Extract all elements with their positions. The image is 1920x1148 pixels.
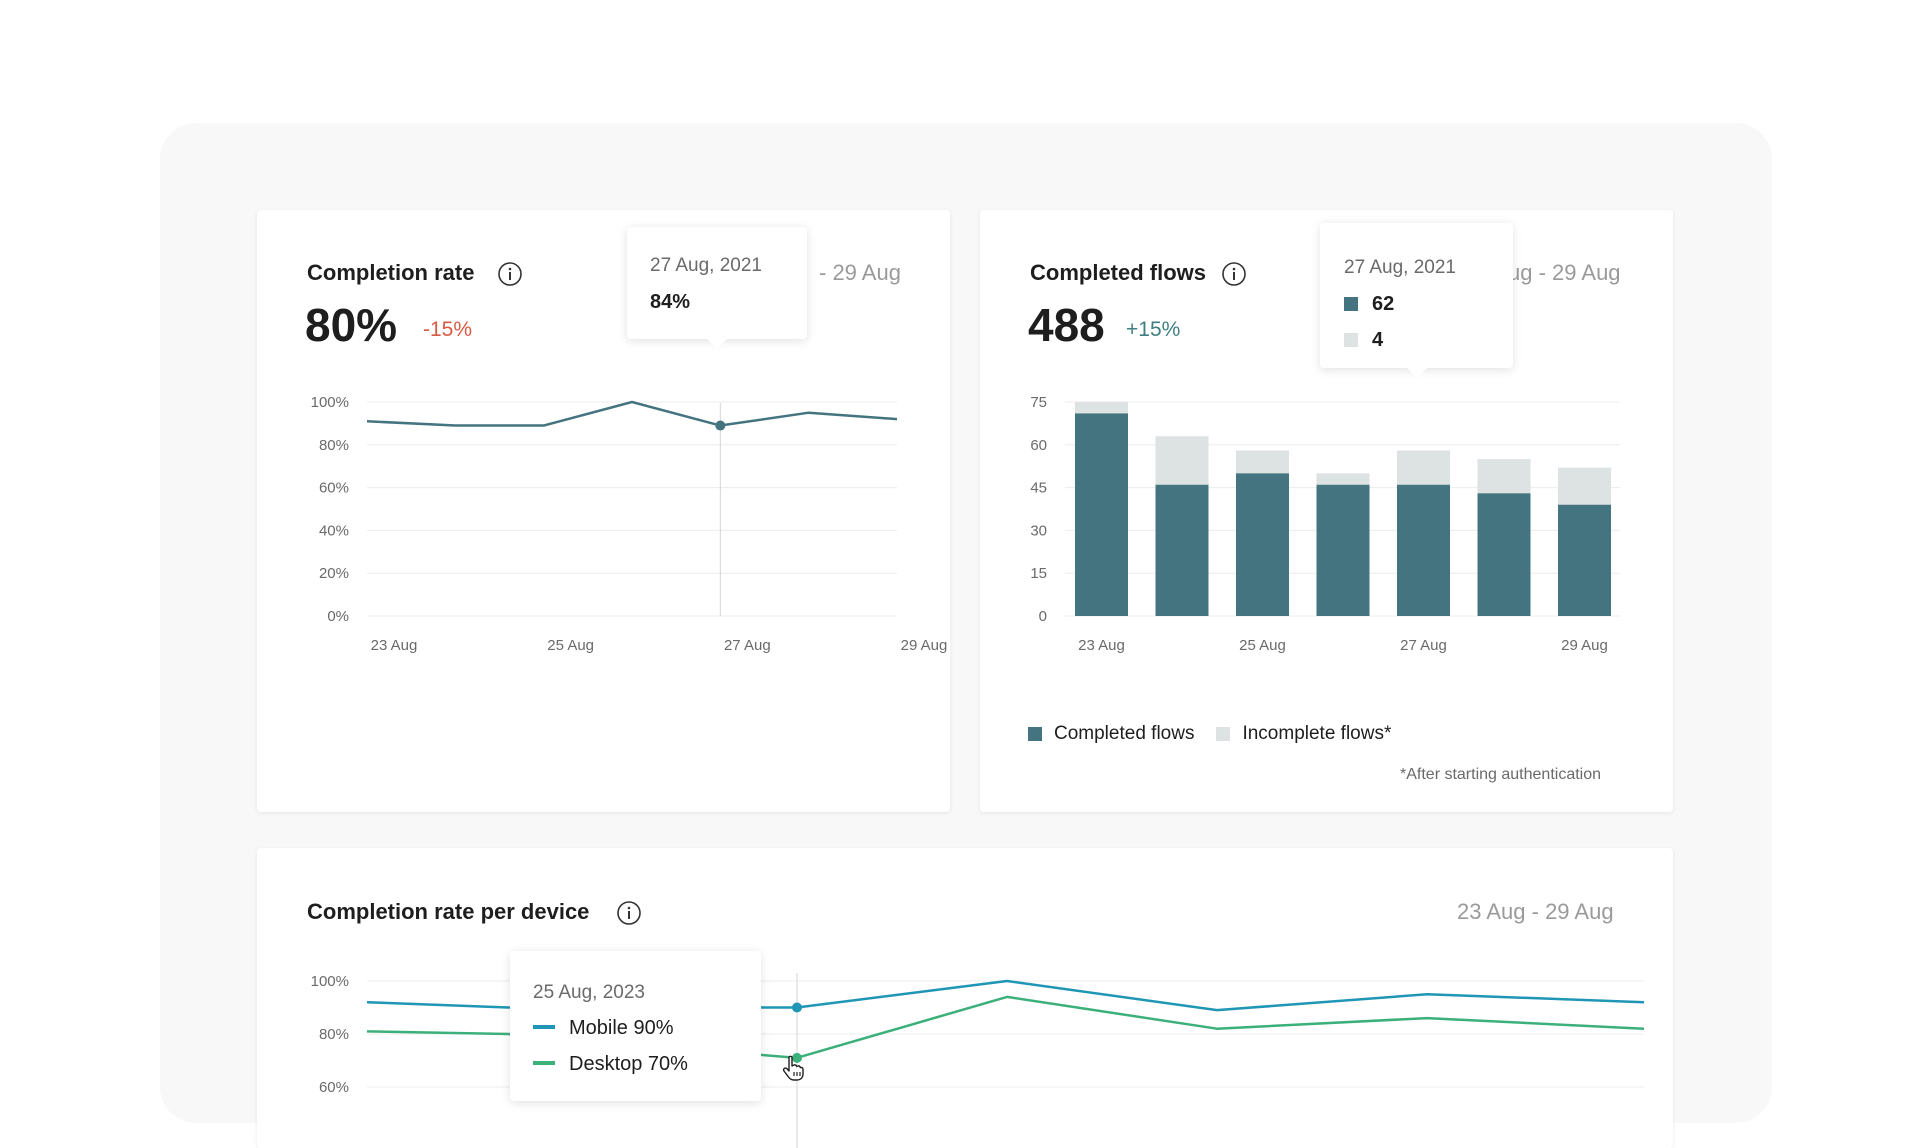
y-tick-label: 60 xyxy=(1030,437,1047,454)
y-tick-label: 30 xyxy=(1030,522,1047,539)
chart-tooltip: 27 Aug, 2021 62 4 xyxy=(1320,223,1513,378)
completion-rate-card: Completion rate 80% -15% - 29 Aug 100% 80… xyxy=(257,210,950,812)
x-tick-label: 25 Aug xyxy=(547,637,594,654)
y-tick-label: 80% xyxy=(319,1026,349,1043)
bar-completed xyxy=(1075,413,1128,616)
tooltip-mobile-value: Mobile 90% xyxy=(569,1017,674,1039)
info-icon[interactable] xyxy=(1221,261,1247,287)
y-tick-label: 60% xyxy=(319,480,349,497)
device-card: Completion rate per device 23 Aug - 29 A… xyxy=(257,848,1673,1148)
tooltip-date: 27 Aug, 2021 xyxy=(1344,257,1456,278)
tooltip-completed-value: 62 xyxy=(1372,293,1395,315)
x-tick-label: 27 Aug xyxy=(1400,637,1447,654)
data-point xyxy=(715,420,726,431)
y-tick-label: 45 xyxy=(1030,480,1047,497)
completed-flows-delta: +15% xyxy=(1126,318,1181,341)
tooltip-value: 84% xyxy=(650,291,691,313)
mobile-series-line xyxy=(366,979,1645,1012)
date-range[interactable]: 23 Aug - 29 Aug xyxy=(1457,899,1614,924)
bar-incomplete xyxy=(1316,473,1370,485)
tooltip-desktop-value: Desktop 70% xyxy=(569,1053,688,1075)
bar-incomplete xyxy=(1075,402,1128,414)
bar-incomplete xyxy=(1558,467,1611,505)
bar-completed xyxy=(1236,473,1289,616)
date-range[interactable]: - 29 Aug xyxy=(819,260,901,285)
bar-incomplete xyxy=(1236,450,1289,474)
y-tick-label: 80% xyxy=(319,437,349,454)
completed-flows-card: Completed flows 488 +15% ug - 29 Aug 75 6… xyxy=(980,210,1673,812)
bar-completed xyxy=(1155,484,1209,616)
tooltip-date: 25 Aug, 2023 xyxy=(533,982,645,1003)
x-tick-label: 27 Aug xyxy=(724,637,771,654)
completion-rate-delta: -15% xyxy=(423,318,473,341)
series-line xyxy=(366,400,898,427)
card-title: Completed flows xyxy=(1030,260,1207,285)
y-tick-label: 100% xyxy=(311,394,349,411)
legend-item-incomplete[interactable]: Incomplete flows* xyxy=(1216,723,1391,745)
x-tick-label: 29 Aug xyxy=(1561,637,1608,654)
legend-label: Incomplete flows* xyxy=(1242,723,1392,744)
bar-completed xyxy=(1316,484,1370,616)
mobile-data-point xyxy=(792,1002,802,1013)
tooltip-arrow xyxy=(707,339,727,349)
y-tick-label: 60% xyxy=(319,1079,349,1096)
chart-legend: Completed flows Incomplete flows* xyxy=(1028,723,1413,745)
info-icon[interactable] xyxy=(616,900,642,926)
device-chart: 100% 80% 60% xyxy=(311,973,1645,1148)
info-icon[interactable] xyxy=(497,261,523,287)
date-range[interactable]: ug - 29 Aug xyxy=(1508,260,1621,285)
incomplete-swatch xyxy=(1344,333,1358,347)
desktop-swatch xyxy=(533,1061,555,1065)
x-tick-label: 29 Aug xyxy=(901,637,948,654)
legend-item-completed[interactable]: Completed flows xyxy=(1028,723,1194,745)
desktop-series-line xyxy=(366,995,1645,1060)
bar-incomplete xyxy=(1477,459,1531,494)
mobile-swatch xyxy=(533,1025,555,1029)
hand-cursor-icon xyxy=(782,1055,804,1081)
legend-swatch xyxy=(1028,727,1042,741)
legend-swatch xyxy=(1216,727,1231,741)
completed-flows-chart: 75 60 45 30 15 0 23 Aug 25 Aug 27 Aug 29 Aug xyxy=(1030,394,1620,654)
bar-completed xyxy=(1477,493,1531,616)
x-tick-label: 23 Aug xyxy=(371,637,418,654)
y-tick-label: 100% xyxy=(311,973,349,990)
bar-incomplete xyxy=(1397,450,1450,485)
footnote: *After starting authentication xyxy=(1400,766,1602,783)
y-tick-label: 75 xyxy=(1030,394,1047,411)
tooltip-date: 27 Aug, 2021 xyxy=(650,255,762,276)
card-title: Completion rate per device xyxy=(307,899,590,924)
tooltip-incomplete-value: 4 xyxy=(1372,329,1384,351)
bar-completed xyxy=(1558,504,1611,616)
x-tick-label: 25 Aug xyxy=(1239,637,1286,654)
y-tick-label: 15 xyxy=(1030,565,1047,582)
tooltip-mobile: Mobile 90% xyxy=(533,1017,674,1040)
tooltip-arrow xyxy=(1407,368,1427,378)
card-title: Completion rate xyxy=(307,260,475,285)
tooltip-desktop: Desktop 70% xyxy=(533,1053,688,1076)
bar-incomplete xyxy=(1155,436,1209,485)
y-tick-label: 20% xyxy=(319,565,349,582)
chart-tooltip: 25 Aug, 2023 Mobile 90% Desktop 70% xyxy=(510,951,761,1101)
completion-rate-value: 80% xyxy=(305,299,398,351)
y-tick-label: 0% xyxy=(327,608,349,625)
legend-label: Completed flows xyxy=(1054,723,1195,744)
chart-tooltip: 27 Aug, 2021 84% xyxy=(627,227,807,349)
bar-completed xyxy=(1397,484,1450,616)
y-tick-label: 0 xyxy=(1039,608,1047,625)
desktop-data-point xyxy=(792,1052,802,1063)
completion-rate-chart: 100% 80% 60% 40% 20% 0% 23 Aug 25 Aug 27 Aug 29 A… xyxy=(311,394,948,654)
x-tick-label: 23 Aug xyxy=(1078,637,1125,654)
tooltip-completed: 62 xyxy=(1344,293,1394,316)
tooltip-incomplete: 4 xyxy=(1344,329,1383,352)
completed-flows-value: 488 xyxy=(1028,299,1105,351)
completed-swatch xyxy=(1344,297,1358,311)
y-tick-label: 40% xyxy=(319,522,349,539)
